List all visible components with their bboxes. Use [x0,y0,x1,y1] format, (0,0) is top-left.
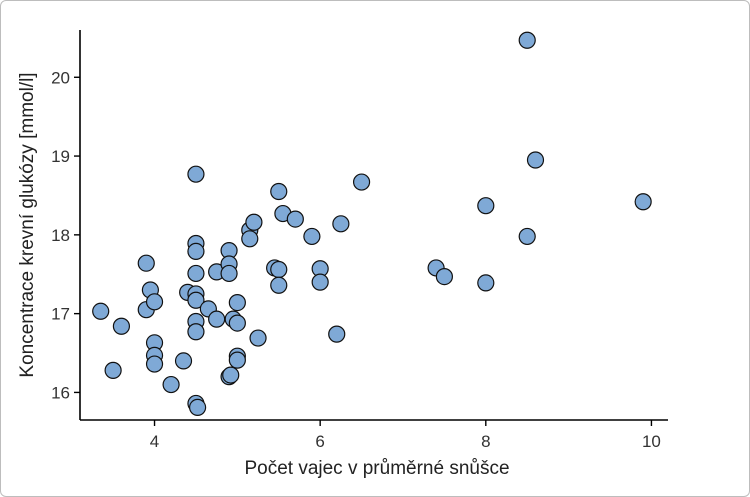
data-point [174,352,193,370]
data-point [187,165,205,183]
data-point [328,325,346,343]
data-point [187,323,205,341]
data-point [220,264,238,283]
y-ticks: 16 17 18 19 20 [51,68,80,402]
y-tick-label: 20 [51,68,70,87]
y-axis-title: Koncentrace krevní glukózy [mmol/l] [17,72,38,377]
data-point [104,361,122,379]
data-point [187,264,205,283]
data-point [222,366,240,384]
data-point [208,310,226,328]
data-point [249,329,267,347]
data-points [92,31,652,416]
data-point [145,355,164,373]
data-point [477,274,495,292]
data-point [187,291,205,309]
data-point [270,276,288,294]
data-point [145,293,164,311]
data-point [477,197,495,215]
data-point [245,213,263,231]
data-point [518,227,536,246]
data-point [228,294,246,312]
data-point [187,242,205,260]
data-point [137,254,155,272]
data-point [92,302,110,320]
data-point [228,351,246,369]
data-point [228,314,246,332]
y-tick-label: 16 [51,383,70,402]
data-point [518,31,536,49]
x-tick-label: 4 [150,432,159,451]
data-point [352,173,371,191]
data-point [303,227,321,246]
data-point [189,398,207,416]
data-point [332,215,350,233]
data-point [112,317,131,335]
y-tick-label: 17 [51,305,70,324]
data-point [311,273,329,291]
data-point [241,230,259,248]
x-axis-title: Počet vajec v průměrné snůšce [244,458,509,479]
x-tick-label: 8 [481,432,490,451]
axes [79,30,668,421]
x-tick-label: 10 [642,432,661,451]
y-tick-label: 19 [51,147,70,166]
x-ticks: 4 6 8 10 [150,420,661,451]
data-point [526,151,545,169]
data-point [435,268,453,286]
data-point [286,210,304,228]
y-tick-label: 18 [51,226,70,245]
data-point [634,193,652,211]
x-tick-label: 6 [315,432,324,451]
data-point [270,260,288,279]
data-point [270,182,288,201]
data-point [162,375,180,394]
